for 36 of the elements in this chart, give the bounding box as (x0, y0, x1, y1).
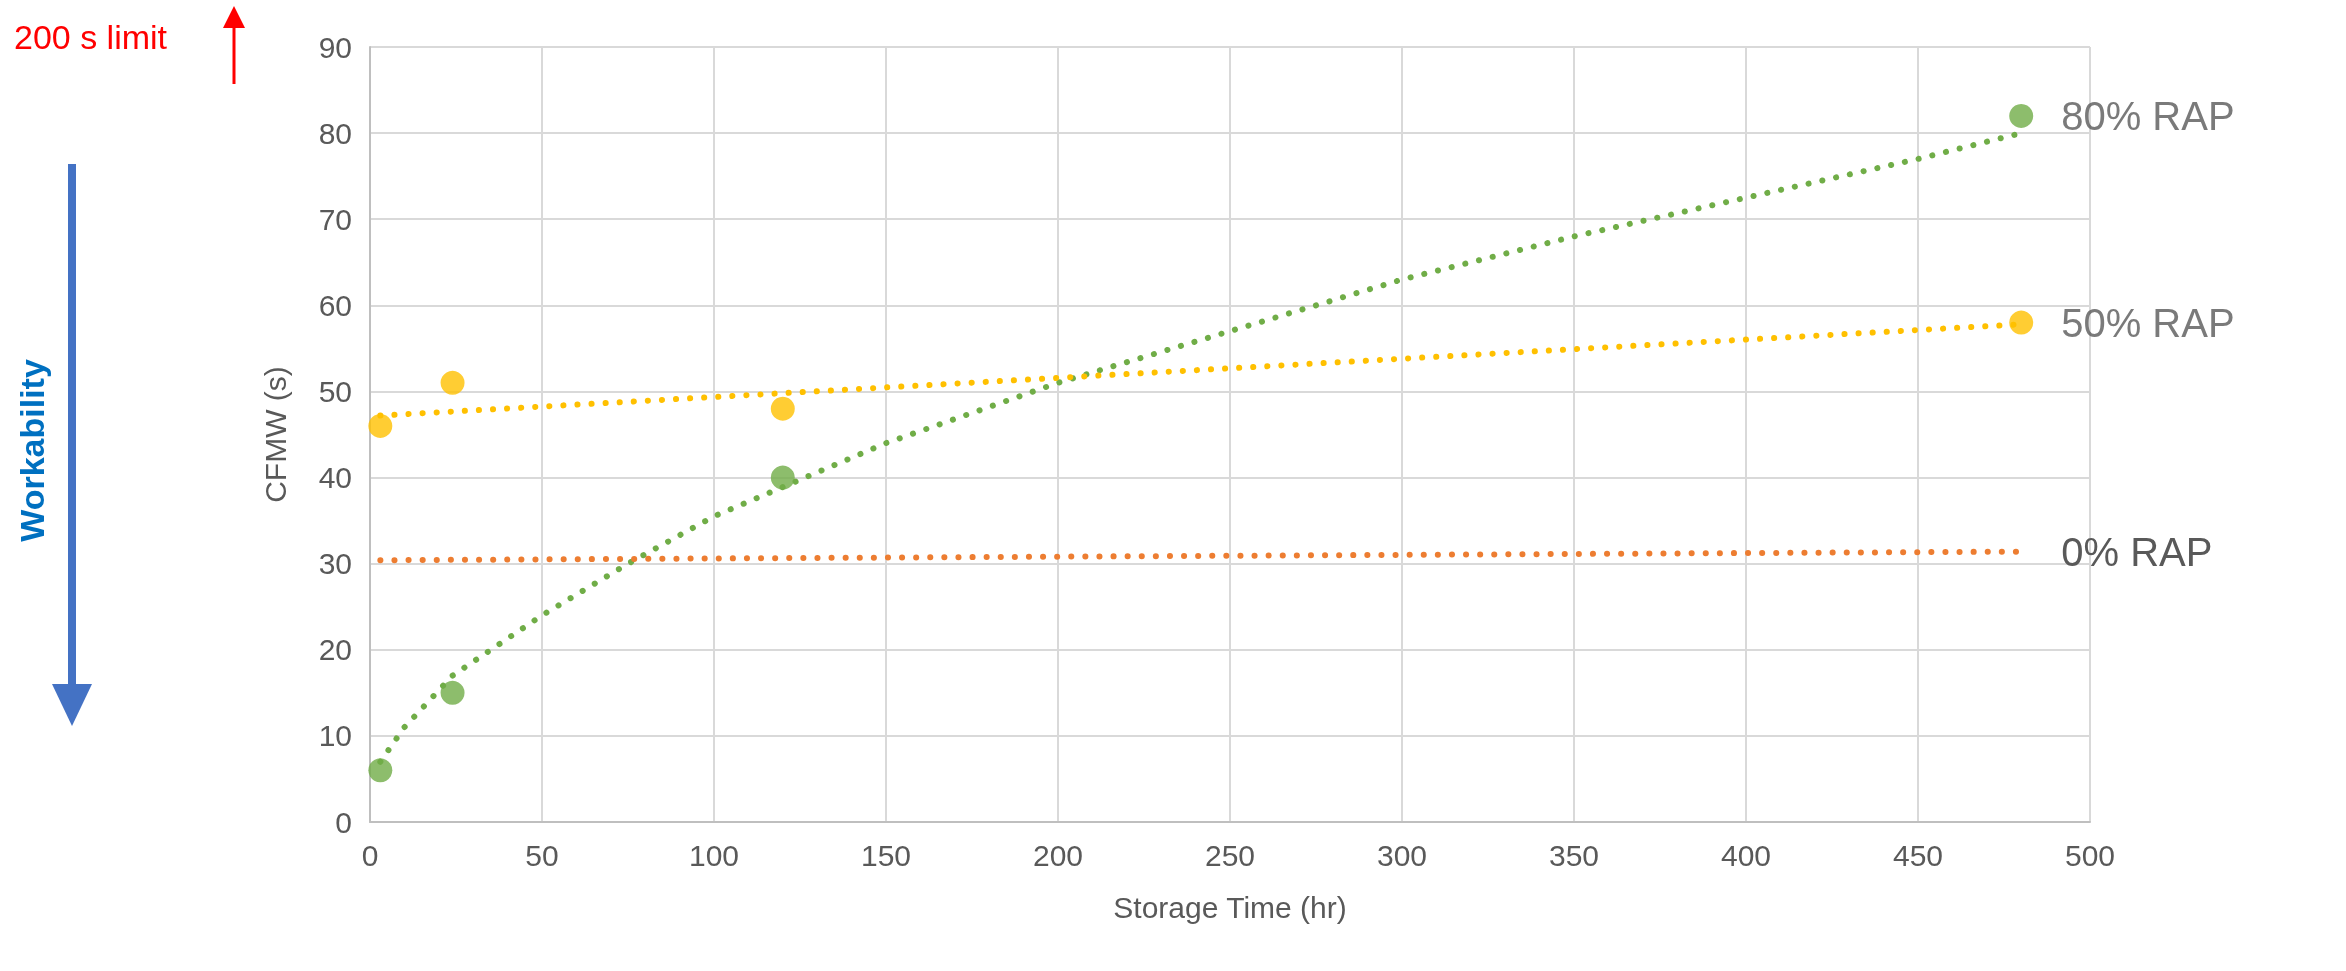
y-tick-label: 0 (335, 805, 352, 839)
y-tick-label: 60 (318, 288, 352, 322)
point (368, 758, 393, 783)
series-label: 50% RAP (2061, 300, 2235, 345)
point (440, 370, 465, 395)
point (2009, 310, 2034, 335)
point (770, 396, 795, 421)
x-tick-label: 250 (1204, 838, 1256, 872)
series-label: 80% RAP (2061, 93, 2235, 138)
point (770, 465, 795, 490)
y-tick-label: 10 (318, 719, 352, 753)
x-tick-label: 150 (860, 838, 912, 872)
text: 200 s limit (14, 18, 168, 57)
x-tick-label: 50 (525, 838, 559, 872)
point (440, 680, 465, 705)
y-tick-label: 50 (318, 374, 352, 408)
x-tick-label: 400 (1720, 838, 1772, 872)
x-axis-title: Storage Time (hr) (1113, 890, 1347, 924)
y-tick-label: 70 (318, 202, 352, 236)
x-tick-label: 200 (1032, 838, 1084, 872)
x-tick-label: 0 (361, 838, 379, 872)
series-label: 0% RAP (2061, 529, 2213, 574)
y-tick-label: 20 (318, 633, 352, 667)
y-tick-label: 40 (318, 461, 352, 495)
text: Workability (12, 358, 52, 542)
y-axis-title: CFMW (s) (258, 366, 292, 503)
point (368, 413, 393, 438)
y-tick-label: 90 (318, 30, 352, 64)
y-tick-label: 30 (318, 547, 352, 581)
x-tick-label: 100 (688, 838, 740, 872)
x-tick-label: 300 (1376, 838, 1428, 872)
point (2009, 103, 2034, 128)
x-tick-label: 450 (1892, 838, 1944, 872)
x-tick-label: 350 (1548, 838, 1600, 872)
y-tick-label: 80 (318, 116, 352, 150)
x-tick-label: 500 (2064, 838, 2116, 872)
